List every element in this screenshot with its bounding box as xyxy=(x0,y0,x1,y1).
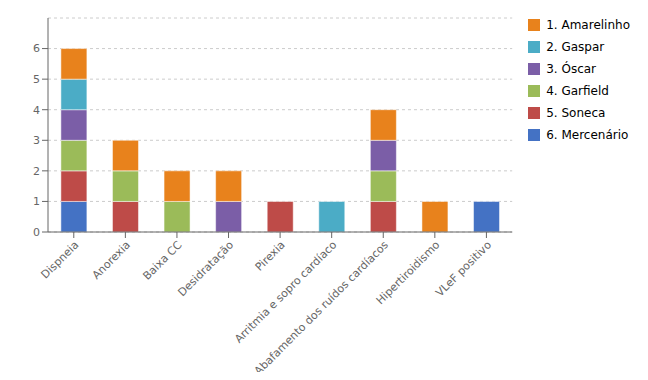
svg-text:Baixa CC: Baixa CC xyxy=(140,238,184,282)
svg-text:Abafamento dos ruídos cardíaco: Abafamento dos ruídos cardíacos xyxy=(252,238,391,372)
svg-text:2: 2 xyxy=(33,165,40,178)
html-text:1. Amarelinho: 1. Amarelinho xyxy=(546,18,630,32)
svg-text:Arritmia e sopro cardíaco: Arritmia e sopro cardíaco xyxy=(232,238,339,345)
svg-text:5: 5 xyxy=(33,73,40,86)
svg-text:1: 1 xyxy=(33,195,40,208)
svg-text:Hipertiroidismo: Hipertiroidismo xyxy=(374,238,443,307)
svg-text:VLeF positivo: VLeF positivo xyxy=(433,238,494,299)
svg-text:4: 4 xyxy=(33,104,40,117)
svg-text:Anorexia: Anorexia xyxy=(90,238,133,281)
svg-text:6: 6 xyxy=(33,42,40,55)
html-text:3. Óscar: 3. Óscar xyxy=(546,62,597,76)
html-text:5. Soneca: 5. Soneca xyxy=(546,106,606,120)
html-text:4. Garfield: 4. Garfield xyxy=(546,84,609,98)
svg-text:0: 0 xyxy=(33,226,40,239)
html-text:2. Gaspar: 2. Gaspar xyxy=(546,40,605,54)
svg-text:Dispneia: Dispneia xyxy=(38,238,81,281)
svg-text:Desidratação: Desidratação xyxy=(175,238,236,299)
html-text:6. Mercenário: 6. Mercenário xyxy=(546,128,629,142)
svg-text:Pirexia: Pirexia xyxy=(253,238,288,273)
svg-text:3: 3 xyxy=(33,134,40,147)
